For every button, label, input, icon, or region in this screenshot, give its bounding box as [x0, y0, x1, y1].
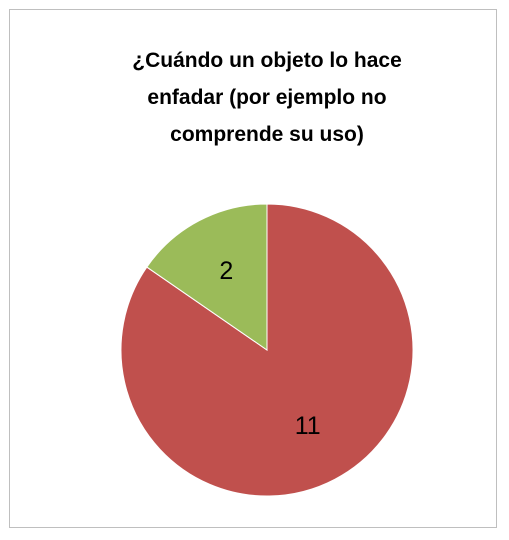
chart-frame — [9, 9, 497, 528]
data-label: 2 — [219, 257, 233, 285]
chart-title: ¿Cuándo un objeto lo hace enfadar (por e… — [132, 49, 402, 146]
data-label: 11 — [295, 412, 321, 440]
pie-slice — [146, 203, 268, 351]
